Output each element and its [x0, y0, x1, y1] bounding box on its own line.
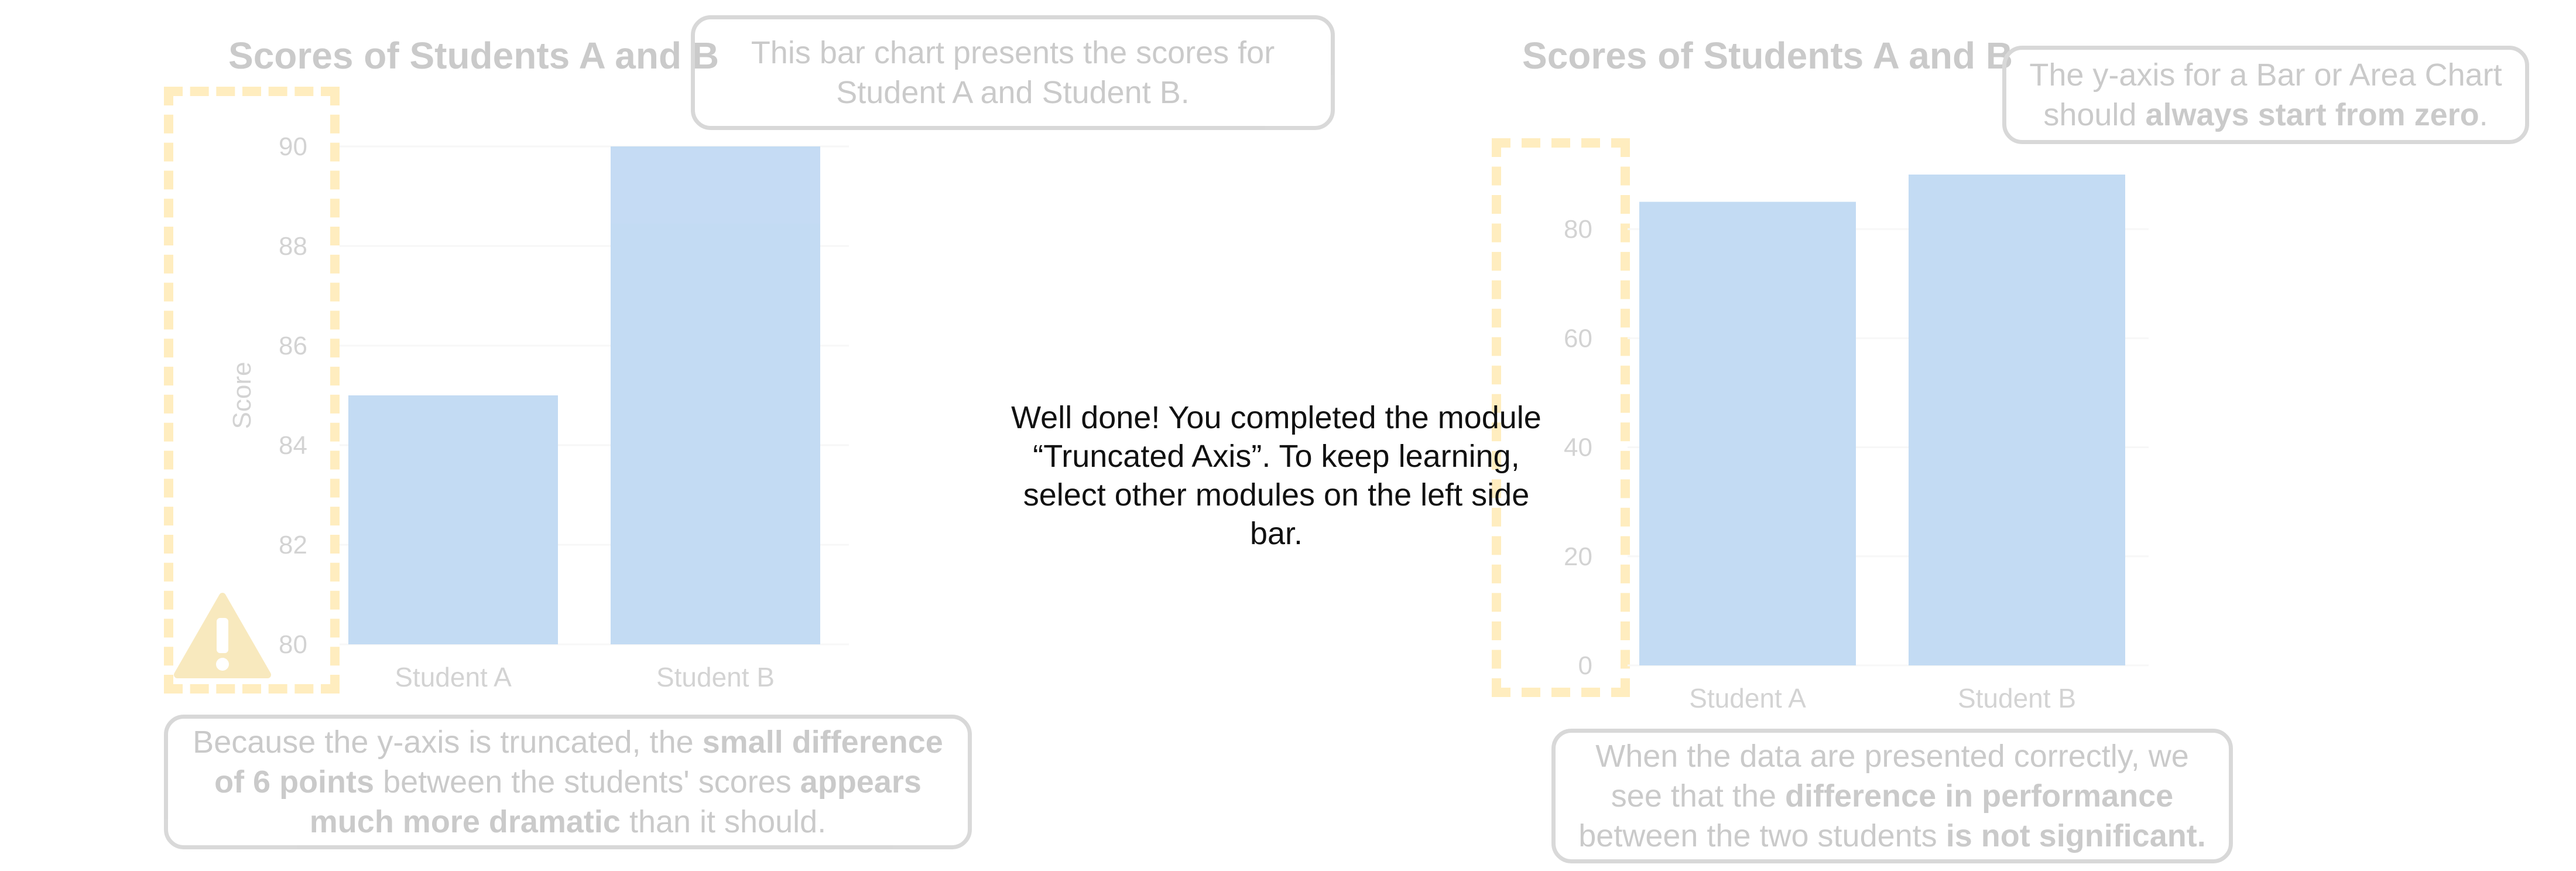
- left-y-axis-title: Score: [228, 362, 256, 429]
- bar-student-a: [1639, 201, 1856, 665]
- x-category-label: Student B: [1958, 683, 2076, 713]
- x-category-label: Student B: [656, 662, 775, 692]
- y-tick-label: 40: [1564, 433, 1592, 462]
- left-y-axis-highlight: [164, 87, 340, 694]
- right-chart: 0 20 40 60 80 Student A Student B: [1564, 175, 2149, 713]
- y-tick-label: 0: [1578, 651, 1592, 680]
- y-tick-label: 80: [279, 630, 307, 659]
- y-tick-label: 60: [1564, 324, 1592, 353]
- bar-student-b: [611, 146, 820, 644]
- right-chart-title: Scores of Students A and B: [1522, 35, 2013, 77]
- left-bottom-callout-text: Because the y-axis is truncated, the sma…: [193, 725, 943, 839]
- bar-student-a: [348, 395, 558, 644]
- y-tick-label: 20: [1564, 542, 1592, 571]
- completion-message: Well done! You completed the module “Tru…: [1011, 400, 1542, 551]
- left-chart: 80 82 84 86 88 90 Student A Student B Score: [228, 132, 849, 692]
- warning-triangle-icon: [174, 593, 271, 678]
- y-tick-label: 84: [279, 431, 307, 460]
- right-top-callout: The y-axis for a Bar or Area Chart shoul…: [2002, 46, 2529, 144]
- right-bottom-callout-text: When the data are presented correctly, w…: [1578, 739, 2206, 853]
- y-tick-label: 88: [279, 232, 307, 261]
- x-category-label: Student A: [395, 662, 512, 692]
- left-chart-title: Scores of Students A and B: [228, 35, 720, 77]
- left-top-callout: This bar chart presents the scores for S…: [691, 15, 1335, 130]
- left-bottom-callout: Because the y-axis is truncated, the sma…: [164, 715, 972, 849]
- right-bottom-callout: When the data are presented correctly, w…: [1551, 729, 2233, 863]
- y-tick-label: 82: [279, 531, 307, 559]
- y-tick-label: 80: [1564, 215, 1592, 244]
- bar-student-b: [1909, 175, 2125, 665]
- y-tick-label: 90: [279, 132, 307, 161]
- x-category-label: Student A: [1689, 683, 1806, 713]
- right-y-axis-highlight: [1492, 138, 1630, 697]
- y-tick-label: 86: [279, 332, 307, 360]
- right-top-callout-text: The y-axis for a Bar or Area Chart shoul…: [2029, 57, 2502, 132]
